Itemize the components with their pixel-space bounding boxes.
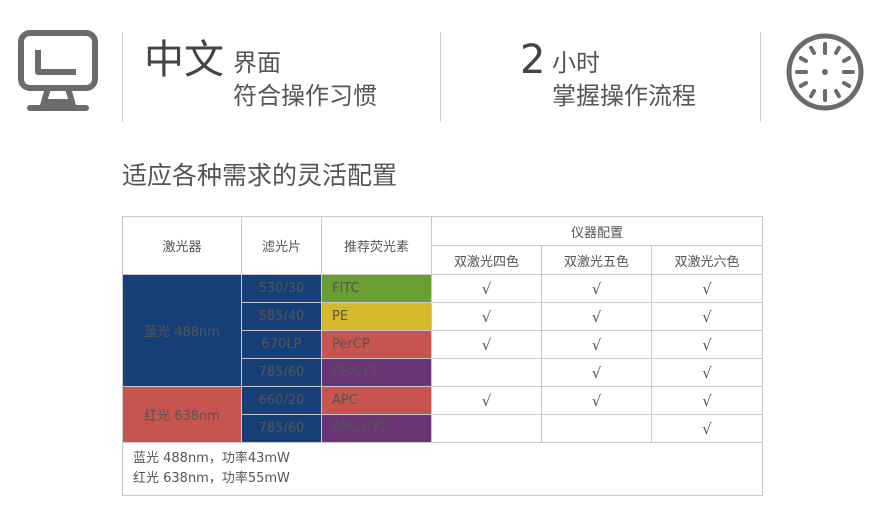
check-cell: √ [541,386,652,415]
check-cell: √ [651,302,763,331]
table-row: 红光 638nm 660/20 APC √ √ √ [122,386,763,443]
clock-dial-icon [784,31,866,113]
filter-cell: 585/40 [241,302,322,331]
check-cell: √ [541,358,652,387]
check-cell: √ [651,358,763,387]
header-config: 仪器配置 [431,216,763,246]
table-notes-row: 蓝光 488nm，功率43mW 红光 638nm，功率55mW [122,442,763,496]
divider-3 [760,32,761,122]
header-filter: 滤光片 [241,216,322,275]
computer-monitor-icon [18,30,98,112]
check-cell [431,358,542,387]
check-cell: √ [541,274,652,303]
divider-2 [440,32,441,122]
filter-cell: 670LP [241,330,322,359]
feature2-line2: 掌握操作流程 [552,82,696,110]
check-cell: √ [431,302,542,331]
divider-1 [122,32,123,122]
feature2-line1: 小时 [552,49,600,77]
config-table: 激光器 滤光片 推荐荧光素 仪器配置 双激光四色 双激光五色 双激光六色 蓝光 … [122,216,763,496]
fluor-cell: APC [321,386,432,415]
feature1-line1: 界面 [233,49,281,77]
table-row: 785/60 APC-CY7 √ [123,414,763,443]
check-cell: √ [431,330,542,359]
header-config-5: 双激光五色 [541,245,652,275]
table-notes: 蓝光 488nm，功率43mW 红光 638nm，功率55mW [122,442,763,496]
feature1-big: 中文 [144,37,224,83]
note-red: 红光 638nm，功率55mW [133,471,290,486]
note-blue: 蓝光 488nm，功率43mW [133,451,290,466]
fluor-cell: PE-CY7 [321,358,432,387]
check-cell: √ [651,330,763,359]
check-cell: √ [541,330,652,359]
table-row: 蓝光 488nm 530/30 FITC √ √ √ [122,274,763,387]
fluor-cell: APC-CY7 [321,414,432,443]
filter-cell: 785/60 [241,414,322,443]
table-row: 670LP PerCP √ √ √ [123,330,763,359]
check-cell [431,414,542,443]
laser-blue: 蓝光 488nm [122,274,242,387]
header-fluor: 推荐荧光素 [321,216,432,275]
feature1-line2: 符合操作习惯 [233,82,377,110]
check-cell: √ [431,386,542,415]
header-config-6: 双激光六色 [651,245,763,275]
check-cell: √ [541,302,652,331]
check-cell: √ [651,386,763,415]
header-laser: 激光器 [122,216,242,275]
check-cell [541,414,652,443]
table-row: 785/60 PE-CY7 √ √ [123,358,763,387]
header-config-4: 双激光四色 [431,245,542,275]
fluor-cell: FITC [321,274,432,303]
filter-cell: 660/20 [241,386,322,415]
check-cell: √ [431,274,542,303]
fluor-cell: PE [321,302,432,331]
laser-red: 红光 638nm [122,386,242,443]
section-title: 适应各种需求的灵活配置 [122,161,398,190]
filter-cell: 530/30 [241,274,322,303]
feature2-big: 2 [520,37,546,83]
check-cell: √ [651,414,763,443]
fluor-cell: PerCP [321,330,432,359]
check-cell: √ [651,274,763,303]
filter-cell: 785/60 [241,358,322,387]
table-row: 585/40 PE √ √ √ [123,302,763,331]
